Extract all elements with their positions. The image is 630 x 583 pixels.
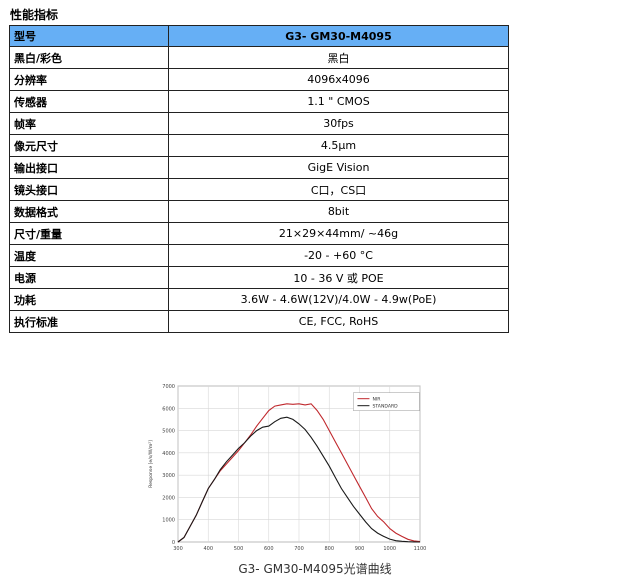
- chart-svg: 0 1000 2000 3000 4000 5000 6000 7000 300 400 500 60…: [148, 384, 427, 552]
- spec-row: 分辨率 4096x4096: [9, 68, 509, 91]
- legend-label: NIR: [372, 396, 381, 402]
- spec-header-key: 型号: [9, 25, 169, 47]
- x-tick-label: 500: [234, 546, 244, 552]
- x-tick-label: 900: [355, 546, 365, 552]
- spec-value: 4096x4096: [168, 68, 509, 91]
- spec-row: 电源 10 - 36 V 或 POE: [9, 266, 509, 289]
- x-tick-label: 1000: [383, 546, 396, 552]
- spec-header-row: 型号 G3- GM30-M4095: [9, 25, 509, 47]
- spec-key: 功耗: [9, 288, 169, 311]
- y-tick-label: 7000: [162, 384, 175, 390]
- y-tick-label: 2000: [162, 495, 175, 501]
- spec-key: 帧率: [9, 112, 169, 135]
- spec-row: 黑白/彩色 黑白: [9, 46, 509, 69]
- legend-label: STANDARD: [372, 403, 398, 409]
- spec-key: 像元尺寸: [9, 134, 169, 157]
- spec-key: 黑白/彩色: [9, 46, 169, 69]
- spec-key: 电源: [9, 266, 169, 289]
- x-tick-label: 800: [324, 546, 334, 552]
- spec-value: CE, FCC, RoHS: [168, 310, 509, 333]
- spec-row: 尺寸/重量 21×29×44mm/ ~46g: [9, 222, 509, 245]
- spec-value: 3.6W - 4.6W(12V)/4.0W - 4.9w(PoE): [168, 288, 509, 311]
- spec-value: 8bit: [168, 200, 509, 223]
- spec-value: GigE Vision: [168, 156, 509, 179]
- spec-value: 黑白: [168, 46, 509, 69]
- spec-value: 21×29×44mm/ ~46g: [168, 222, 509, 245]
- x-tick-label: 700: [294, 546, 304, 552]
- series-line-standard: [177, 416, 421, 543]
- spec-value: 10 - 36 V 或 POE: [168, 266, 509, 289]
- y-tick-label: 6000: [162, 406, 175, 412]
- spec-value: 30fps: [168, 112, 509, 135]
- spec-key: 尺寸/重量: [9, 222, 169, 245]
- x-tick-label: 400: [203, 546, 213, 552]
- section-title: 性能指标: [10, 8, 59, 22]
- spec-row: 输出接口 GigE Vision: [9, 156, 509, 179]
- spec-row: 温度 -20 - +60 °C: [9, 244, 509, 267]
- spec-row: 像元尺寸 4.5μm: [9, 134, 509, 157]
- spec-row: 镜头接口 C口，CS口: [9, 178, 509, 201]
- y-tick-label: 3000: [162, 473, 175, 479]
- spec-key: 数据格式: [9, 200, 169, 223]
- spec-key: 镜头接口: [9, 178, 169, 201]
- spec-row: 帧率 30fps: [9, 112, 509, 135]
- x-tick-label: 600: [264, 546, 274, 552]
- y-tick-label: 4000: [162, 451, 175, 457]
- spec-key: 执行标准: [9, 310, 169, 333]
- x-tick-label: 1100: [414, 546, 427, 552]
- spec-value: 1.1 " CMOS: [168, 90, 509, 113]
- spec-value: -20 - +60 °C: [168, 244, 509, 267]
- y-tick-label: 0: [172, 540, 175, 546]
- spec-value: 4.5μm: [168, 134, 509, 157]
- y-axis-label: Response [e/s/W/m²]: [148, 440, 154, 488]
- y-tick-label: 5000: [162, 429, 175, 435]
- legend-box: [353, 392, 420, 411]
- spec-key: 输出接口: [9, 156, 169, 179]
- spec-row: 传感器 1.1 " CMOS: [9, 90, 509, 113]
- spec-key: 温度: [9, 244, 169, 267]
- spec-key: 分辨率: [9, 68, 169, 91]
- spec-key: 传感器: [9, 90, 169, 113]
- x-tick-label: 300: [173, 546, 183, 552]
- spec-row: 执行标准 CE, FCC, RoHS: [9, 310, 509, 333]
- spec-table: 型号 G3- GM30-M4095 黑白/彩色 黑白 分辨率 4096x4096 传感器…: [9, 25, 509, 333]
- spec-value: C口，CS口: [168, 178, 509, 201]
- spectral-response-chart: 0 1000 2000 3000 4000 5000 6000 7000 300 400 500 60…: [132, 382, 432, 582]
- spec-row: 功耗 3.6W - 4.6W(12V)/4.0W - 4.9w(PoE): [9, 288, 509, 311]
- chart-caption: G3- GM30-M4095光谱曲线: [238, 562, 392, 576]
- spec-row: 数据格式 8bit: [9, 200, 509, 223]
- spec-header-value: G3- GM30-M4095: [168, 25, 509, 47]
- y-tick-label: 1000: [162, 518, 175, 524]
